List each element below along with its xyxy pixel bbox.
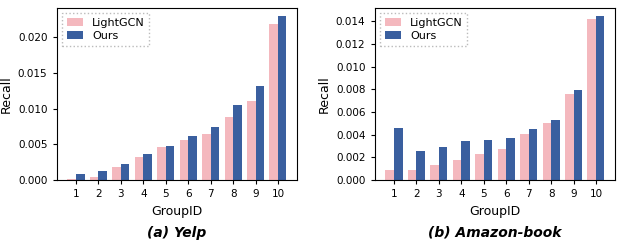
Bar: [497, 150, 506, 180]
Bar: [506, 138, 515, 180]
Bar: [565, 94, 573, 180]
Bar: [112, 167, 121, 180]
Text: (a) Yelp: (a) Yelp: [148, 226, 207, 240]
X-axis label: GroupID: GroupID: [151, 204, 203, 218]
Legend: LightGCN, Ours: LightGCN, Ours: [380, 13, 467, 46]
Bar: [573, 90, 582, 180]
Bar: [256, 86, 264, 180]
Bar: [210, 127, 219, 180]
Bar: [225, 117, 233, 180]
Bar: [99, 172, 107, 180]
Bar: [408, 170, 416, 180]
Y-axis label: Recall: Recall: [317, 75, 330, 112]
Bar: [157, 147, 166, 180]
Y-axis label: Recall: Recall: [0, 75, 13, 112]
Bar: [453, 160, 462, 180]
Bar: [188, 136, 197, 180]
Bar: [551, 120, 560, 180]
Bar: [143, 154, 152, 180]
Bar: [202, 134, 210, 180]
Bar: [475, 154, 484, 180]
Bar: [135, 157, 143, 180]
Bar: [543, 123, 551, 180]
Bar: [121, 164, 129, 180]
Bar: [386, 170, 394, 180]
X-axis label: GroupID: GroupID: [469, 204, 521, 218]
Bar: [247, 102, 256, 180]
Bar: [90, 177, 99, 180]
Bar: [529, 129, 537, 180]
Bar: [430, 165, 439, 180]
Bar: [462, 142, 470, 180]
Bar: [596, 16, 605, 180]
Bar: [67, 179, 76, 180]
Bar: [278, 16, 286, 180]
Legend: LightGCN, Ours: LightGCN, Ours: [62, 13, 149, 46]
Bar: [394, 128, 403, 180]
Bar: [416, 150, 425, 180]
Bar: [520, 134, 529, 180]
Bar: [439, 147, 447, 180]
Bar: [166, 146, 175, 180]
Bar: [587, 19, 596, 180]
Bar: [484, 140, 492, 180]
Bar: [269, 24, 278, 180]
Bar: [180, 140, 188, 180]
Bar: [233, 105, 242, 180]
Text: (b) Amazon-book: (b) Amazon-book: [428, 226, 561, 240]
Bar: [76, 174, 85, 180]
